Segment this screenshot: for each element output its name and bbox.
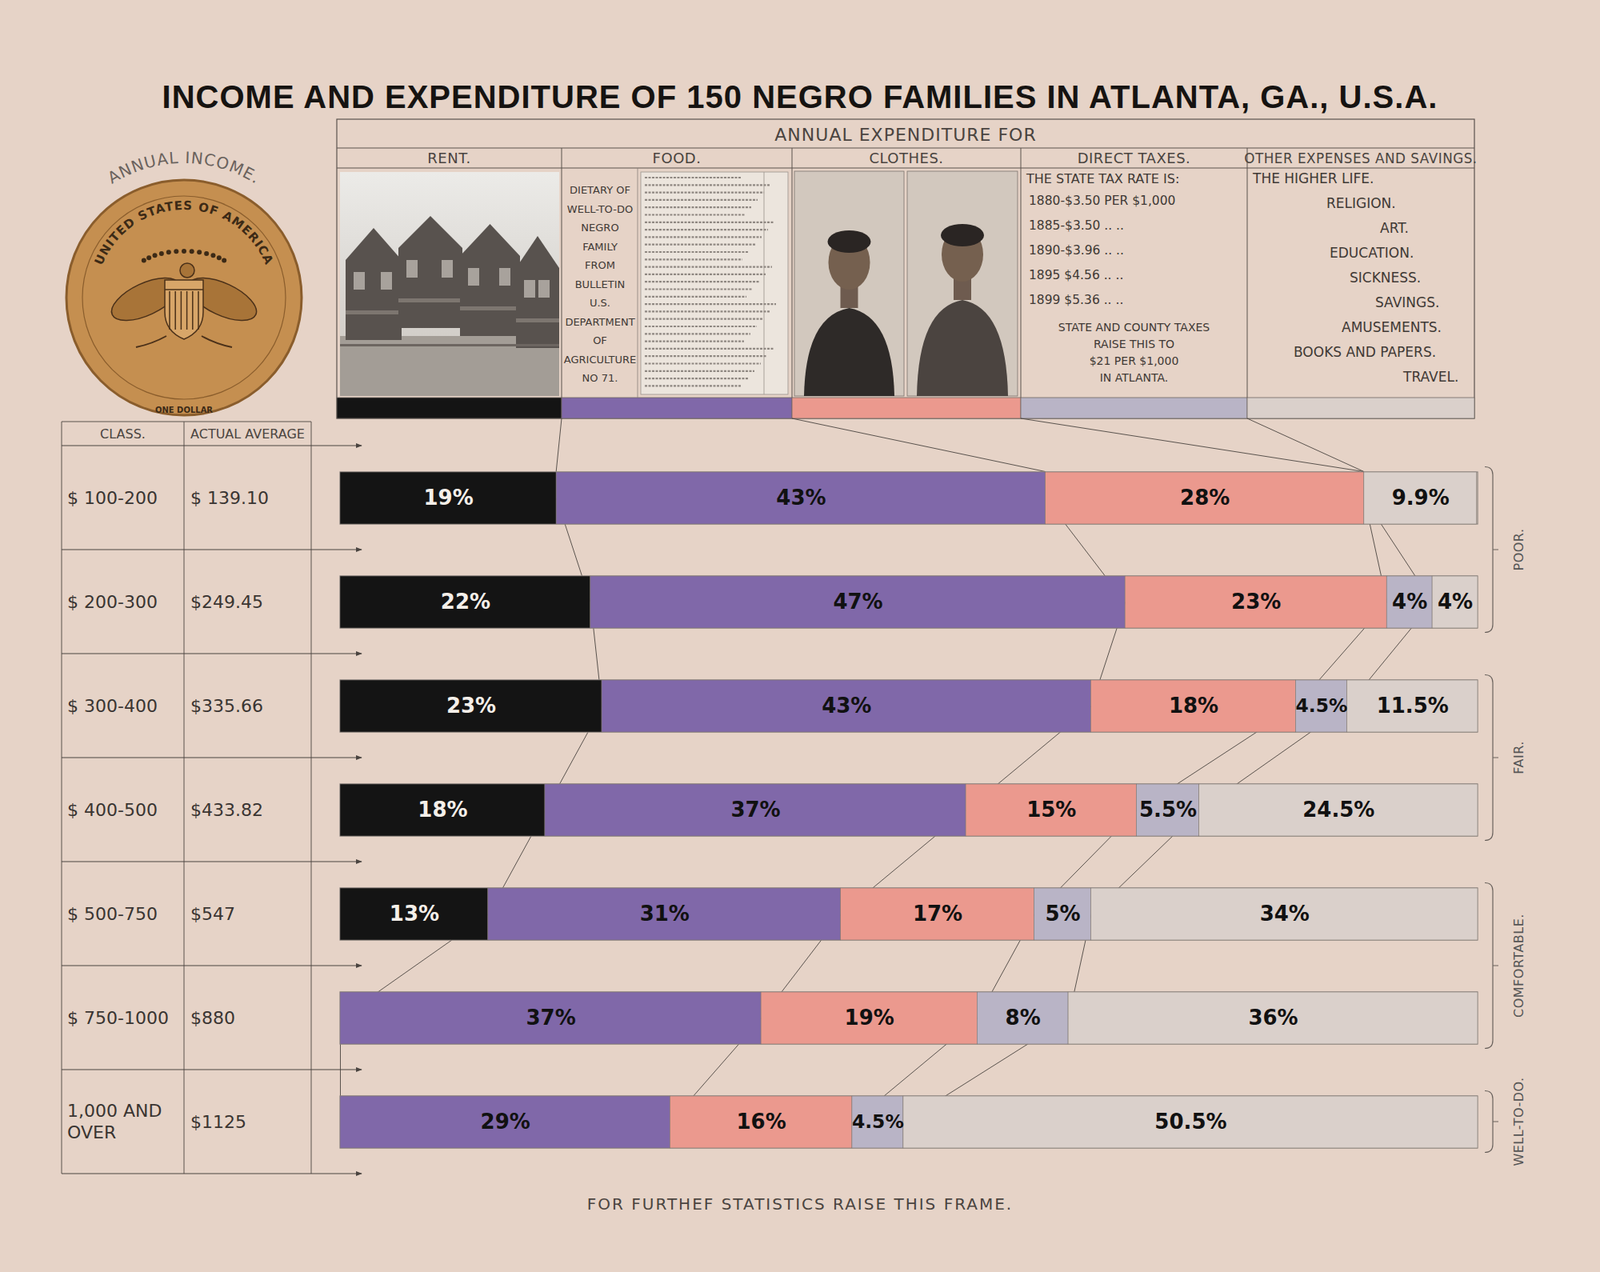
svg-text:$21 PER $1,000: $21 PER $1,000 bbox=[1089, 354, 1180, 368]
svg-text:FOR FURTHEF STATISTICS RAISE T: FOR FURTHEF STATISTICS RAISE THIS FRAME. bbox=[587, 1194, 1013, 1214]
svg-text:16%: 16% bbox=[736, 1109, 787, 1134]
svg-text:FOOD.: FOOD. bbox=[652, 149, 702, 167]
svg-text:17%: 17% bbox=[912, 901, 963, 926]
svg-text:WELL-TO-DO.: WELL-TO-DO. bbox=[1511, 1076, 1527, 1166]
svg-text:POOR.: POOR. bbox=[1511, 528, 1527, 572]
svg-text:50.5%: 50.5% bbox=[1154, 1109, 1227, 1134]
svg-text:NEGRO: NEGRO bbox=[580, 221, 619, 234]
svg-text:THE STATE TAX RATE IS:: THE STATE TAX RATE IS: bbox=[1025, 171, 1180, 187]
svg-text:U.S.: U.S. bbox=[589, 296, 611, 309]
svg-text:36%: 36% bbox=[1248, 1005, 1298, 1030]
svg-text:1895 $4.56 .. ..: 1895 $4.56 .. .. bbox=[1028, 268, 1124, 283]
svg-text:24.5%: 24.5% bbox=[1302, 797, 1375, 822]
svg-text:37%: 37% bbox=[525, 1005, 576, 1030]
svg-text:OF: OF bbox=[592, 334, 608, 347]
svg-text:1890-$3.96 .. ..: 1890-$3.96 .. .. bbox=[1028, 243, 1124, 258]
svg-text:EDUCATION.: EDUCATION. bbox=[1329, 244, 1414, 261]
svg-text:ONE DOLLAR: ONE DOLLAR bbox=[155, 405, 213, 415]
svg-text:FAMILY: FAMILY bbox=[582, 240, 618, 253]
svg-text:DIETARY OF: DIETARY OF bbox=[569, 184, 631, 196]
svg-text:1880-$3.50 PER $1,000: 1880-$3.50 PER $1,000 bbox=[1028, 193, 1176, 208]
svg-text:FROM: FROM bbox=[584, 259, 616, 272]
svg-text:BULLETIN: BULLETIN bbox=[575, 278, 626, 291]
svg-text:1899 $5.36 .. ..: 1899 $5.36 .. .. bbox=[1028, 292, 1124, 308]
svg-text:29%: 29% bbox=[480, 1109, 531, 1134]
svg-text:$547: $547 bbox=[190, 904, 236, 924]
svg-text:43%: 43% bbox=[821, 693, 872, 718]
svg-text:DEPARTMENT: DEPARTMENT bbox=[564, 316, 635, 328]
svg-text:SAVINGS.: SAVINGS. bbox=[1375, 294, 1440, 311]
svg-text:RENT.: RENT. bbox=[427, 149, 471, 167]
svg-text:ART.: ART. bbox=[1380, 220, 1409, 236]
svg-text:4%: 4% bbox=[1392, 589, 1428, 614]
svg-text:34%: 34% bbox=[1260, 901, 1310, 926]
svg-text:OVER: OVER bbox=[67, 1122, 116, 1143]
svg-text:31%: 31% bbox=[640, 901, 690, 926]
svg-text:UNITED STATES OF AMERICA: UNITED STATES OF AMERICA bbox=[91, 198, 276, 268]
svg-text:4.5%: 4.5% bbox=[1296, 694, 1348, 717]
svg-text:$ 400-500: $ 400-500 bbox=[67, 800, 158, 820]
svg-text:4.5%: 4.5% bbox=[852, 1110, 904, 1133]
svg-text:23%: 23% bbox=[446, 693, 496, 718]
svg-text:ACTUAL AVERAGE: ACTUAL AVERAGE bbox=[190, 426, 305, 442]
svg-text:28%: 28% bbox=[1180, 485, 1230, 510]
svg-text:$ 750-1000: $ 750-1000 bbox=[67, 1008, 169, 1028]
svg-text:$249.45: $249.45 bbox=[190, 592, 264, 612]
svg-text:OTHER EXPENSES AND SAVINGS.: OTHER EXPENSES AND SAVINGS. bbox=[1244, 150, 1477, 167]
svg-text:NO 71.: NO 71. bbox=[582, 372, 619, 384]
svg-text:AMUSEMENTS.: AMUSEMENTS. bbox=[1341, 319, 1442, 336]
svg-text:$ 300-400: $ 300-400 bbox=[67, 696, 158, 716]
svg-text:TRAVEL.: TRAVEL. bbox=[1402, 368, 1459, 385]
svg-text:47%: 47% bbox=[832, 589, 883, 614]
svg-text:37%: 37% bbox=[730, 797, 780, 822]
svg-text:$ 500-750: $ 500-750 bbox=[67, 904, 158, 924]
svg-text:15%: 15% bbox=[1026, 797, 1076, 822]
svg-text:$ 139.10: $ 139.10 bbox=[190, 488, 269, 508]
svg-text:5%: 5% bbox=[1044, 901, 1080, 926]
svg-text:AGRICULTURE: AGRICULTURE bbox=[564, 353, 636, 366]
svg-text:43%: 43% bbox=[776, 485, 826, 510]
svg-text:23%: 23% bbox=[1231, 589, 1281, 614]
svg-text:$433.82: $433.82 bbox=[190, 800, 264, 820]
svg-text:11.5%: 11.5% bbox=[1376, 693, 1449, 718]
svg-text:$1125: $1125 bbox=[190, 1112, 247, 1132]
svg-text:22%: 22% bbox=[440, 589, 491, 614]
svg-text:19%: 19% bbox=[844, 1005, 895, 1030]
svg-text:13%: 13% bbox=[389, 901, 440, 926]
svg-text:COMFORTABLE.: COMFORTABLE. bbox=[1511, 913, 1527, 1018]
svg-text:4%: 4% bbox=[1437, 589, 1473, 614]
svg-text:SICKNESS.: SICKNESS. bbox=[1349, 269, 1421, 286]
svg-text:DIRECT TAXES.: DIRECT TAXES. bbox=[1077, 149, 1192, 167]
svg-text:5.5%: 5.5% bbox=[1139, 797, 1197, 822]
svg-text:19%: 19% bbox=[423, 485, 473, 510]
svg-text:8%: 8% bbox=[1005, 1005, 1041, 1030]
svg-text:ANNUAL EXPENDITURE FOR: ANNUAL EXPENDITURE FOR bbox=[774, 124, 1036, 145]
svg-text:STATE AND COUNTY TAXES: STATE AND COUNTY TAXES bbox=[1058, 320, 1211, 334]
svg-text:INCOME AND EXPENDITURE OF 150: INCOME AND EXPENDITURE OF 150 NEGRO FAMI… bbox=[162, 79, 1439, 115]
svg-text:$880: $880 bbox=[190, 1008, 236, 1028]
svg-text:$ 100-200: $ 100-200 bbox=[67, 488, 158, 508]
svg-text:FAIR.: FAIR. bbox=[1511, 740, 1527, 775]
svg-text:9.9%: 9.9% bbox=[1392, 485, 1450, 510]
svg-text:RELIGION.: RELIGION. bbox=[1326, 195, 1396, 212]
svg-text:ANNUAL INCOME.: ANNUAL INCOME. bbox=[104, 148, 264, 188]
svg-text:1,000 AND: 1,000 AND bbox=[67, 1100, 162, 1121]
svg-text:BOOKS AND PAPERS.: BOOKS AND PAPERS. bbox=[1293, 344, 1436, 360]
svg-text:18%: 18% bbox=[1168, 693, 1219, 718]
svg-text:RAISE THIS TO: RAISE THIS TO bbox=[1093, 337, 1175, 351]
svg-text:$335.66: $335.66 bbox=[190, 696, 264, 716]
svg-text:CLOTHES.: CLOTHES. bbox=[868, 149, 944, 167]
svg-text:1885-$3.50 .. ..: 1885-$3.50 .. .. bbox=[1028, 218, 1124, 233]
svg-text:IN ATLANTA.: IN ATLANTA. bbox=[1100, 371, 1169, 384]
svg-text:WELL-TO-DO: WELL-TO-DO bbox=[567, 203, 633, 216]
svg-text:CLASS.: CLASS. bbox=[100, 426, 146, 442]
svg-text:THE HIGHER LIFE.: THE HIGHER LIFE. bbox=[1252, 170, 1374, 187]
svg-text:$ 200-300: $ 200-300 bbox=[67, 592, 158, 612]
svg-text:18%: 18% bbox=[417, 797, 468, 822]
